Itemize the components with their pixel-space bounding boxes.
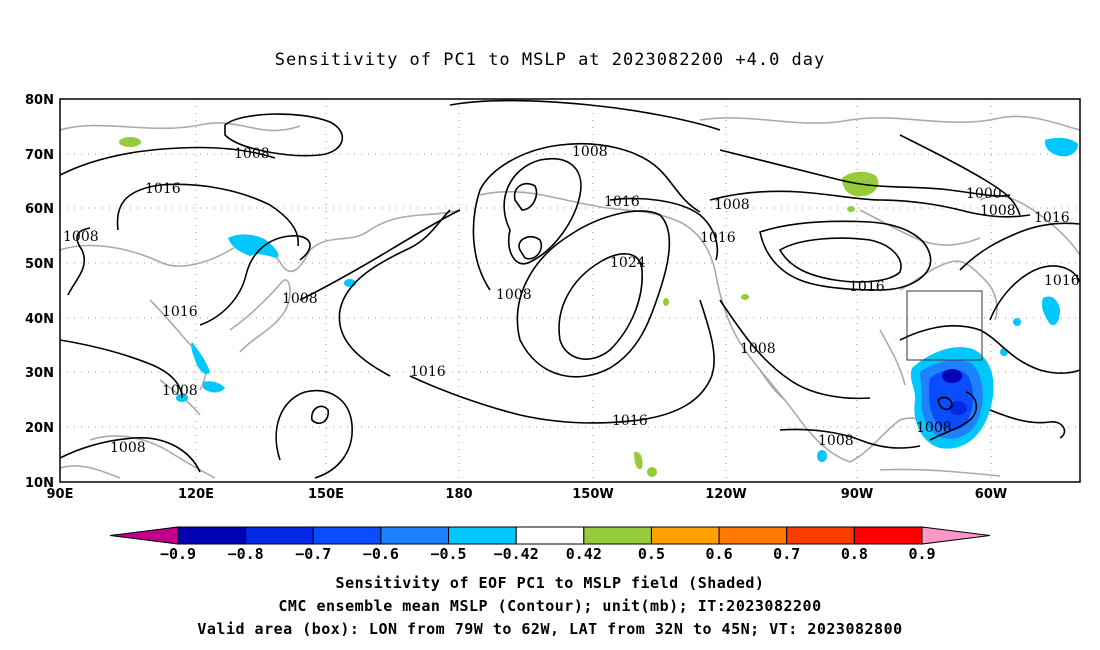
colorbar-segment [786,526,855,545]
sensitivity-shading [119,137,1078,477]
colorbar-tick-label: 0.8 [841,545,868,563]
lat-label-50n: 50N [25,257,54,272]
contour-label-c18: 1008 [980,203,1016,219]
colorbar-tick-label: −0.6 [363,545,399,563]
contour-label-c4: 1016 [162,304,198,320]
colorbar-segment [245,526,314,545]
contour-label-c13: 1016 [612,413,648,429]
lat-label-10n: 10N [25,476,54,491]
contour-label-c1: 1008 [234,146,270,162]
colorbar-tick-label: 0.5 [638,545,665,563]
lat-label-70n: 70N [25,148,54,163]
lon-label-120w: 120W [705,487,746,502]
colorbar-segment [650,526,720,545]
contour-label-c15: 1008 [714,197,750,213]
colorbar-segment [380,526,450,545]
contour-label-c17: 1000 [966,186,1002,202]
map-title: Sensitivity of PC1 to MSLP at 2023082200… [274,50,826,70]
colorbar-segment [853,526,923,545]
colorbar-tick-label: 0.42 [566,545,602,563]
colorbar-labels: −0.9 −0.8 −0.7 −0.6 −0.5 −0.42 0.42 0.5 0.6 0.7 0.… [160,545,936,563]
colorbar-tick-label: −0.8 [228,545,264,563]
colorbar-tick-label: −0.42 [494,545,539,563]
colorbar-tick-label: −0.9 [160,545,196,563]
lon-label-60w: 60W [975,487,1007,502]
lat-label-40n: 40N [25,312,54,327]
caption-line-3: Valid area (box): LON from 79W to 62W, L… [197,620,903,638]
caption-line-1: Sensitivity of EOF PC1 to MSLP field (Sh… [335,574,765,592]
colorbar-segment [515,526,585,545]
lat-label-60n: 60N [25,202,54,217]
colorbar-tick-label: 0.6 [706,545,733,563]
contour-label-c23: 1016 [1044,273,1080,289]
contour-label-c9: 1016 [604,194,640,210]
contour-label-c14: 1016 [700,230,736,246]
caption-line-2: CMC ensemble mean MSLP (Contour); unit(m… [278,597,822,615]
colorbar-tick-label: −0.5 [430,545,466,563]
colorbar-segment [583,526,652,545]
colorbar-segment [718,526,788,545]
colorbar-tick-label: 0.7 [773,545,800,563]
contour-label-c6: 1008 [162,383,198,399]
lon-label-90w: 90W [841,487,873,502]
colorbar-segment [448,526,517,545]
contour-label-c10: 1024 [610,255,646,271]
contour-label-c5: 1008 [282,291,318,307]
lat-label-20n: 20N [25,421,54,436]
contour-label-c12: 1016 [410,364,446,380]
lon-label-90e: 90E [47,487,74,502]
lon-label-150e: 150E [308,487,344,502]
contour-label-c7: 1008 [110,440,146,456]
lon-label-180: 180 [445,487,472,502]
colorbar-segment [312,526,382,545]
contour-label-c21: 1008 [818,433,854,449]
colorbar-tick-label: −0.7 [295,545,331,563]
lon-label-150w: 150W [572,487,613,502]
lat-label-80n: 80N [25,93,54,108]
colorbar-tick-label: 0.9 [908,545,935,563]
mslp-contours [60,99,1080,479]
longitude-axis: 90E 120E 150E 180 150W 120W 90W 60W [47,487,1008,502]
contour-label-c2: 1016 [145,181,181,197]
lat-label-30n: 30N [25,366,54,381]
colorbar-lower-extend [109,526,179,545]
contour-label-c20: 1016 [849,279,885,295]
latitude-axis: 80N 70N 60N 50N 40N 30N 20N 10N [25,93,54,491]
colorbar-segment [177,526,247,545]
contour-labels: 1008 1016 1008 1016 1008 1008 1008 1008 … [63,144,1080,456]
gridlines [60,99,1080,482]
map-frame [59,98,1081,483]
colorbar-upper-extend [921,526,991,545]
lon-label-120e: 120E [178,487,214,502]
contour-label-c22: 1008 [916,420,952,436]
contour-label-c11: 1008 [496,287,532,303]
contour-label-c19: 1016 [1034,210,1070,226]
valid-area-box [906,290,983,361]
contour-label-c3: 1008 [63,229,99,245]
colorbar [109,526,991,545]
contour-label-c16: 1008 [740,341,776,357]
contour-label-c8: 1008 [572,144,608,160]
